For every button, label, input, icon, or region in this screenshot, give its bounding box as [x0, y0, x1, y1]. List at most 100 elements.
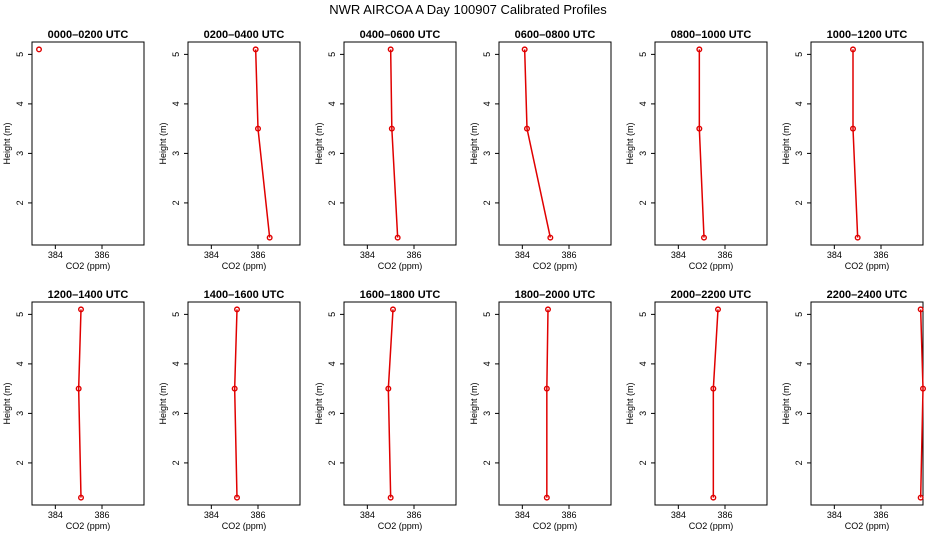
data-point [388, 125, 395, 132]
panel-title: 1400–1600 UTC [204, 289, 285, 301]
x-tick-label: 384 [671, 250, 686, 260]
y-tick-label: 3 [638, 411, 648, 416]
x-axis-label: CO2 (ppm) [845, 261, 890, 271]
x-axis-label: CO2 (ppm) [533, 521, 578, 531]
data-point [387, 46, 394, 53]
profile-line [712, 309, 719, 498]
y-tick-label: 2 [327, 200, 337, 205]
y-tick-label: 2 [171, 200, 181, 205]
x-tick-label: 386 [406, 510, 421, 520]
x-axis-label: CO2 (ppm) [378, 521, 423, 531]
y-tick-label: 5 [638, 52, 648, 57]
plot-frame [31, 41, 145, 246]
profile-line [387, 309, 394, 498]
panel-title: 1600–1800 UTC [360, 289, 441, 301]
x-tick-label: 386 [94, 510, 109, 520]
data-point [543, 385, 550, 392]
y-tick-label: 3 [482, 411, 492, 416]
data-point [266, 234, 273, 241]
x-tick-label: 384 [204, 510, 219, 520]
x-tick-label: 386 [250, 510, 265, 520]
y-tick-label: 4 [482, 101, 492, 106]
y-tick-label: 5 [327, 52, 337, 57]
data-point [233, 306, 240, 313]
x-tick-label: 384 [827, 510, 842, 520]
x-axis-label: CO2 (ppm) [378, 261, 423, 271]
plot-frame [810, 301, 924, 506]
y-tick-label: 5 [794, 312, 804, 317]
panel-title: 0000–0200 UTC [48, 29, 129, 41]
x-tick-label: 384 [827, 250, 842, 260]
data-point [545, 306, 552, 313]
data-point [521, 46, 528, 53]
profile-line [919, 309, 924, 498]
y-tick-label: 2 [638, 200, 648, 205]
data-point [231, 385, 238, 392]
panel-title: 0400–0600 UTC [360, 29, 441, 41]
profile-line [523, 49, 552, 238]
x-tick-label: 386 [717, 250, 732, 260]
x-tick-label: 384 [360, 510, 375, 520]
panel-title: 0200–0400 UTC [204, 29, 285, 41]
x-tick-label: 386 [250, 250, 265, 260]
y-tick-label: 5 [482, 312, 492, 317]
x-axis-label: CO2 (ppm) [222, 521, 267, 531]
y-tick-label: 2 [482, 200, 492, 205]
panel-title: 1800–2000 UTC [515, 289, 596, 301]
y-tick-label: 2 [327, 460, 337, 465]
y-tick-label: 4 [171, 361, 181, 366]
data-point [387, 494, 394, 501]
x-axis-label: CO2 (ppm) [533, 261, 578, 271]
x-axis-label: CO2 (ppm) [66, 521, 111, 531]
plot-frame [654, 301, 768, 506]
y-tick-label: 4 [794, 361, 804, 366]
x-axis-label: CO2 (ppm) [845, 521, 890, 531]
data-point [696, 46, 703, 53]
data-point [850, 125, 857, 132]
data-point [254, 125, 261, 132]
y-tick-label: 3 [327, 411, 337, 416]
y-tick-label: 4 [482, 361, 492, 366]
y-tick-label: 4 [794, 101, 804, 106]
y-tick-label: 5 [171, 312, 181, 317]
plot-frame [343, 41, 457, 246]
plot-frame [498, 301, 612, 506]
y-tick-label: 2 [15, 460, 25, 465]
data-point [917, 306, 924, 313]
x-tick-label: 386 [561, 250, 576, 260]
y-tick-label: 3 [171, 411, 181, 416]
y-tick-label: 2 [794, 200, 804, 205]
data-point [710, 494, 717, 501]
data-point [252, 46, 259, 53]
data-point [75, 385, 82, 392]
x-tick-label: 386 [873, 510, 888, 520]
y-tick-label: 5 [482, 52, 492, 57]
x-tick-label: 384 [515, 510, 530, 520]
panel-title: 0600–0800 UTC [515, 29, 596, 41]
x-tick-label: 386 [717, 510, 732, 520]
y-axis-label: Height (m) [158, 382, 168, 424]
profile-line [233, 309, 238, 498]
x-axis-label: CO2 (ppm) [222, 261, 267, 271]
data-point [854, 234, 861, 241]
data-point [233, 494, 240, 501]
y-tick-label: 3 [327, 151, 337, 156]
y-tick-label: 2 [482, 460, 492, 465]
plot-frame [187, 41, 301, 246]
data-point [917, 494, 924, 501]
x-axis-label: CO2 (ppm) [689, 261, 734, 271]
y-tick-label: 2 [794, 460, 804, 465]
y-tick-label: 3 [794, 151, 804, 156]
profile-line [546, 309, 549, 498]
x-axis-label: CO2 (ppm) [689, 521, 734, 531]
y-axis-label: Height (m) [469, 382, 479, 424]
y-tick-label: 2 [15, 200, 25, 205]
plot-frame [187, 301, 301, 506]
y-tick-label: 4 [15, 361, 25, 366]
